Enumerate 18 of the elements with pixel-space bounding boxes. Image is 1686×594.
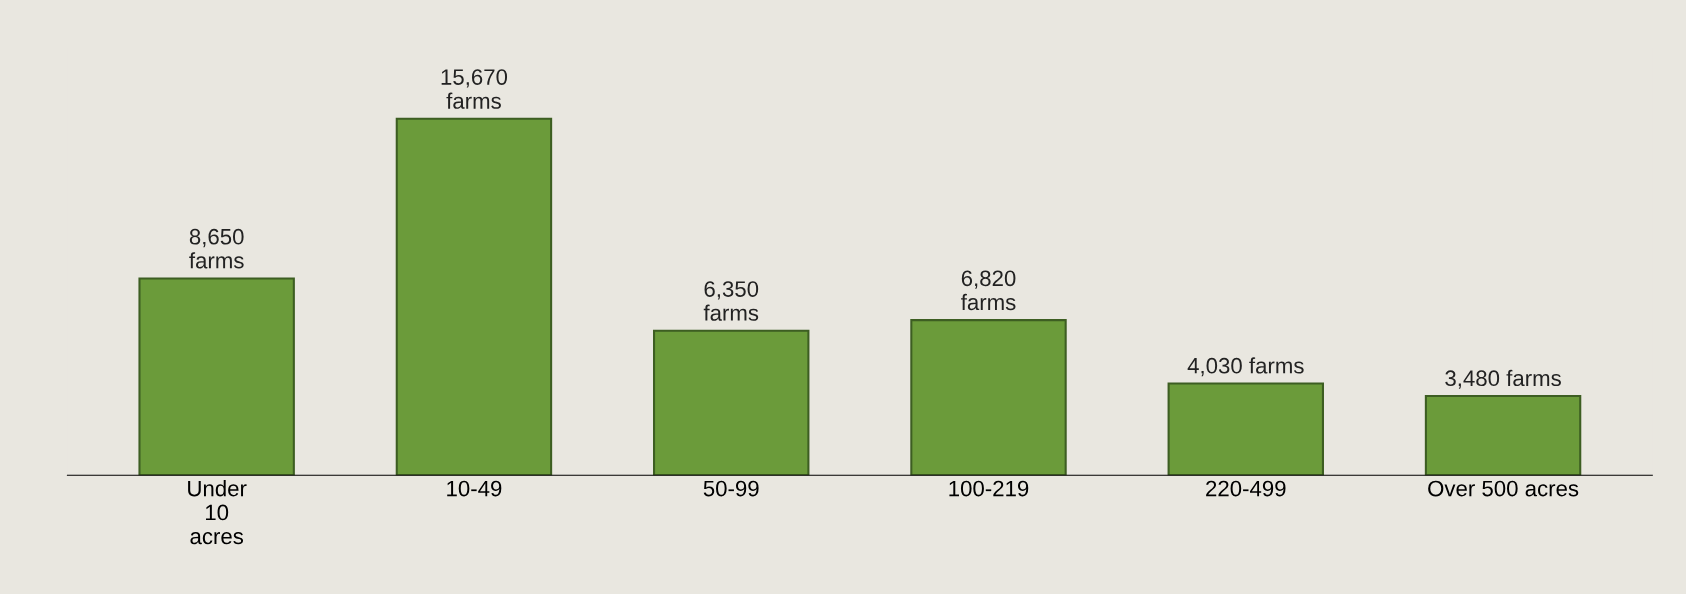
bar <box>910 319 1067 476</box>
data-label: 6,820 farms <box>961 270 1016 311</box>
bar <box>138 277 295 476</box>
data-label: 3,480 farms <box>1445 369 1561 389</box>
x-tick-label: Over 500 acres <box>1428 480 1579 497</box>
x-tick-label: Under 10 acres <box>188 480 247 545</box>
data-label: 15,670 farms <box>441 69 508 109</box>
x-tick-label: 100-219 <box>949 480 1029 497</box>
bar <box>1167 382 1324 476</box>
x-tick-label: 50-99 <box>703 480 759 497</box>
data-label: 4,030 farms <box>1187 357 1304 377</box>
bar <box>395 117 553 476</box>
x-tick-label: 10-49 <box>447 480 502 497</box>
data-label: 8,650 farms <box>189 228 244 269</box>
data-label: 6,350 farms <box>703 281 759 321</box>
bar <box>653 329 810 476</box>
bar <box>1424 395 1582 476</box>
x-tick-label: 220-499 <box>1206 480 1286 497</box>
